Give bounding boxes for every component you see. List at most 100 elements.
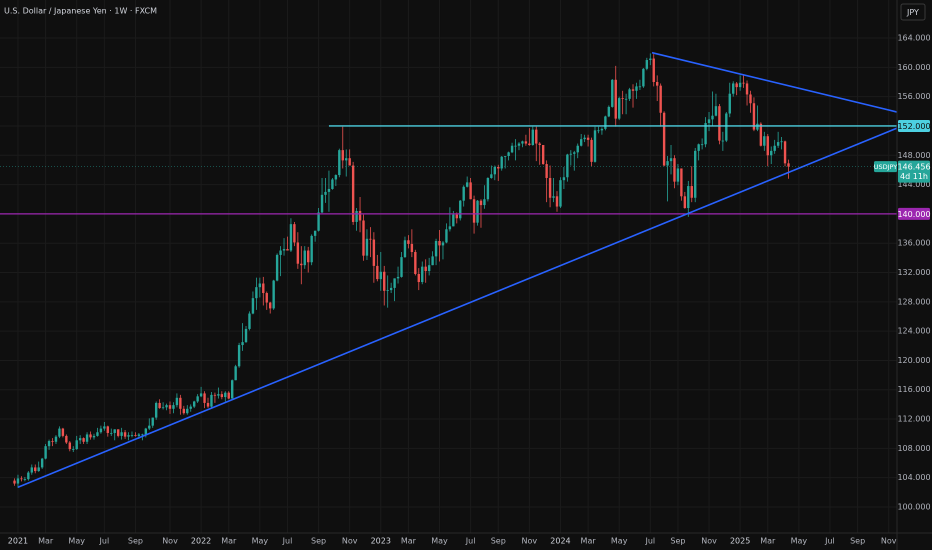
candle-body — [410, 243, 414, 252]
candle-body — [541, 145, 545, 165]
candle-body — [54, 436, 58, 442]
candle-body — [649, 58, 652, 61]
candle-body — [694, 150, 697, 198]
candle-body — [469, 182, 472, 200]
x-tick-label: May — [68, 537, 85, 546]
candle-body — [30, 467, 33, 473]
candle-body — [158, 402, 161, 409]
currency[interactable]: JPY — [906, 8, 919, 17]
candle-body — [293, 224, 296, 243]
y-tick-label: 132.000 — [897, 268, 930, 277]
candle-body — [154, 402, 158, 418]
x-tick-label: Jul — [282, 537, 293, 546]
candle-body — [296, 242, 300, 264]
candle-body — [324, 191, 327, 195]
candle-body — [341, 150, 344, 161]
candle-body — [666, 161, 669, 166]
candle-body — [738, 82, 742, 88]
candle-body — [234, 366, 237, 381]
candle-body — [776, 142, 780, 146]
candle-body — [528, 143, 531, 146]
x-tick-label: Sep — [850, 537, 865, 546]
x-tick-label: Nov — [162, 537, 178, 546]
candle-body — [106, 426, 110, 433]
candle-body — [151, 417, 154, 426]
y-tick-label: 112.000 — [897, 415, 930, 424]
candle-body — [127, 435, 130, 437]
x-tick-label: Nov — [881, 537, 897, 546]
candle-body — [44, 446, 47, 459]
candle-body — [199, 393, 203, 397]
candle-body — [78, 438, 82, 441]
candle-body — [597, 130, 600, 132]
candle-body — [421, 266, 424, 283]
candle-body — [317, 212, 320, 231]
candle-body — [244, 328, 248, 343]
candle-body — [269, 302, 272, 309]
candle-body — [752, 103, 756, 130]
candle-body — [369, 238, 372, 240]
candle-body — [213, 394, 217, 396]
currency-box[interactable] — [900, 3, 926, 21]
candle-body — [313, 230, 317, 236]
x-tick-label: 2021 — [8, 537, 28, 546]
candle-body — [58, 428, 61, 437]
candle-body — [331, 179, 334, 189]
candle-body — [687, 186, 690, 209]
candle-body — [251, 298, 255, 314]
candle-body — [137, 434, 141, 436]
x-tick-label: Sep — [670, 537, 685, 546]
price-label: 140.000 — [897, 210, 930, 219]
trend-line — [651, 51, 898, 113]
candle-body — [548, 177, 552, 198]
candle-body — [13, 480, 16, 484]
candle-body — [358, 210, 362, 221]
candle-body — [545, 164, 548, 178]
candle-body — [365, 238, 369, 256]
candle-body — [61, 428, 65, 436]
candle-body — [144, 428, 148, 435]
y-tick-label: 104.000 — [897, 473, 930, 482]
candle-body — [186, 408, 189, 414]
x-tick-label: Jul — [644, 537, 655, 546]
candle-body — [562, 177, 566, 181]
candle-body — [182, 408, 186, 414]
candle-body — [531, 129, 535, 146]
candle-body — [303, 250, 306, 266]
candle-body — [279, 250, 282, 255]
candle-body — [189, 406, 192, 409]
candle-body — [555, 196, 559, 207]
x-tick-label: Nov — [522, 537, 538, 546]
candle-body — [448, 226, 452, 230]
y-tick-label: 128.000 — [897, 297, 930, 306]
candle-body — [255, 287, 258, 299]
candle-body — [338, 150, 341, 176]
candle-body — [68, 442, 71, 450]
last-price-label: 146.456 — [897, 163, 930, 172]
candle-body — [766, 136, 769, 156]
candle-body — [756, 123, 759, 130]
candle-body — [490, 174, 493, 178]
candle-body — [590, 139, 593, 162]
candle-body — [745, 83, 749, 95]
x-tick-label: May — [611, 537, 628, 546]
candle-body — [600, 128, 604, 131]
candle-body — [393, 278, 396, 288]
candle-body — [265, 293, 268, 303]
candle-body — [424, 266, 427, 272]
candle-body — [680, 168, 683, 197]
candle-body — [148, 425, 151, 429]
candle-body — [742, 82, 745, 84]
candle-body — [521, 141, 524, 144]
x-tick-label: Nov — [342, 537, 358, 546]
candle-body — [241, 342, 244, 346]
candle-body — [507, 152, 510, 157]
candle-body — [669, 158, 673, 162]
candle-body — [497, 166, 500, 169]
y-tick-label: 124.000 — [897, 327, 930, 336]
candle-body — [732, 83, 735, 94]
candle-body — [621, 98, 624, 99]
y-tick-label: 148.000 — [897, 151, 930, 160]
candle-body — [673, 158, 676, 182]
